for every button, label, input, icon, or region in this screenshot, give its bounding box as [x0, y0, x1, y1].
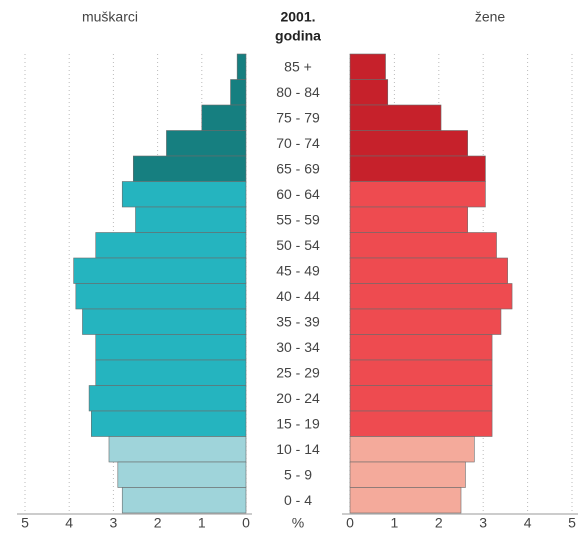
x-tick-label: 3 — [479, 515, 487, 531]
bar — [349, 155, 486, 182]
bar — [121, 181, 247, 208]
x-tick-label: 4 — [65, 515, 73, 531]
bar — [73, 257, 247, 284]
y-tick-label: 45 - 49 — [276, 262, 320, 278]
y-tick-label: 25 - 29 — [276, 364, 320, 380]
bar — [349, 53, 386, 80]
x-tick-label: 1 — [198, 515, 206, 531]
right-label: žene — [475, 9, 506, 25]
bar — [201, 104, 247, 131]
y-tick-label: 0 - 4 — [284, 492, 312, 508]
y-tick-label: 30 - 34 — [276, 339, 320, 355]
x-tick-label: 4 — [524, 515, 532, 531]
chart-title: 2001. — [280, 9, 315, 25]
bar — [349, 232, 497, 259]
bar — [349, 206, 468, 233]
unit-label: % — [292, 515, 304, 531]
bar — [349, 283, 513, 310]
y-tick-label: 80 - 84 — [276, 84, 320, 100]
x-tick-label: 1 — [391, 515, 399, 531]
bar — [349, 461, 466, 488]
y-tick-label: 50 - 54 — [276, 237, 320, 253]
x-tick-label: 3 — [110, 515, 118, 531]
x-tick-label: 5 — [21, 515, 29, 531]
bar — [95, 359, 247, 386]
bar — [91, 410, 247, 437]
x-tick-label: 0 — [242, 515, 250, 531]
bar — [349, 334, 493, 361]
bar — [230, 79, 247, 106]
y-tick-label: 70 - 74 — [276, 135, 320, 151]
y-tick-label: 55 - 59 — [276, 211, 320, 227]
y-tick-label: 65 - 69 — [276, 160, 320, 176]
y-tick-label: 35 - 39 — [276, 313, 320, 329]
y-tick-label: 60 - 64 — [276, 186, 320, 202]
y-tick-label: 5 - 9 — [284, 466, 312, 482]
bar — [349, 487, 462, 514]
y-tick-label: 15 - 19 — [276, 415, 320, 431]
bar — [349, 181, 486, 208]
bar — [132, 155, 247, 182]
y-tick-label: 40 - 44 — [276, 288, 320, 304]
bar — [349, 104, 442, 131]
x-tick-label: 2 — [435, 515, 443, 531]
bar — [95, 334, 247, 361]
x-tick-label: 0 — [346, 515, 354, 531]
left-label: muškarci — [82, 9, 138, 25]
bar — [349, 359, 493, 386]
bar — [349, 130, 468, 157]
bar — [349, 385, 493, 412]
chart-subtitle: godina — [275, 28, 321, 44]
bar — [236, 53, 247, 80]
bar — [95, 232, 247, 259]
y-tick-label: 75 - 79 — [276, 109, 320, 125]
bar — [349, 436, 475, 463]
bar — [82, 308, 247, 335]
bar — [166, 130, 247, 157]
bar — [108, 436, 247, 463]
y-tick-label: 85 + — [284, 58, 312, 74]
bar — [121, 487, 247, 514]
x-tick-label: 2 — [154, 515, 162, 531]
bar — [135, 206, 247, 233]
bar — [349, 79, 389, 106]
x-tick-label: 5 — [568, 515, 576, 531]
y-tick-label: 10 - 14 — [276, 441, 320, 457]
bar — [75, 283, 247, 310]
bar — [349, 257, 508, 284]
bar — [88, 385, 247, 412]
y-tick-label: 20 - 24 — [276, 390, 320, 406]
bar — [117, 461, 247, 488]
bar — [349, 308, 502, 335]
bar — [349, 410, 493, 437]
